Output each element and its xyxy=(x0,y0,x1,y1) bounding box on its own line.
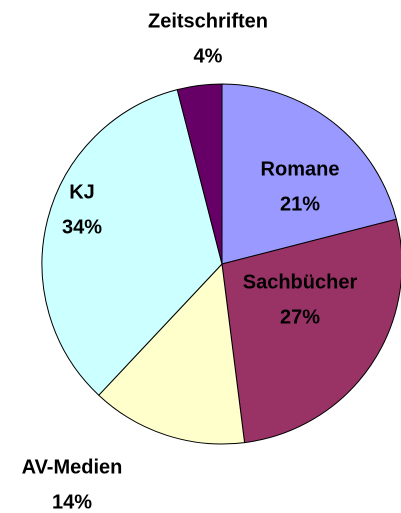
slice-value-label: 4% xyxy=(194,45,223,67)
slice-label: Zeitschriften xyxy=(148,10,268,32)
pie-slice xyxy=(221,83,397,265)
slice-label: Romane xyxy=(261,158,340,180)
pie-slice xyxy=(98,262,246,445)
slice-value-label: 21% xyxy=(280,193,320,215)
pie-slice xyxy=(41,89,223,396)
pie-slice xyxy=(176,83,223,265)
slice-label: AV-Medien xyxy=(22,456,123,478)
slice-value-label: 27% xyxy=(280,306,320,328)
slice-value-label: 34% xyxy=(62,216,102,238)
slice-label: Sachbücher xyxy=(243,271,358,293)
slice-value-label: 14% xyxy=(52,491,92,513)
pie-slice xyxy=(221,218,401,444)
slice-label: KJ xyxy=(69,181,95,203)
